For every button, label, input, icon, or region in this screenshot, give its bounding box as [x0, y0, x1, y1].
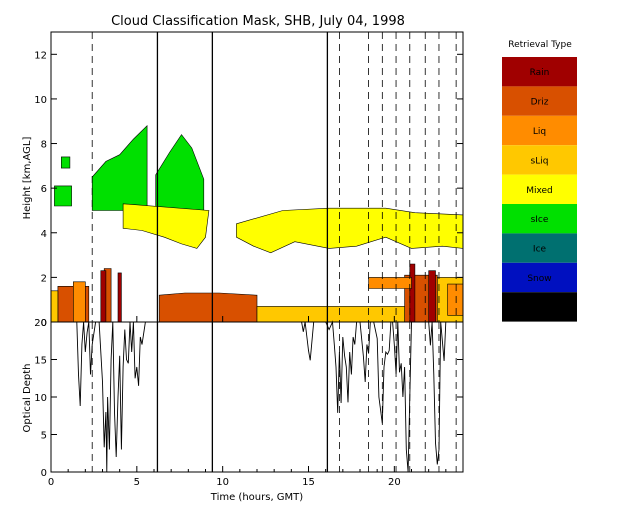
legend-label-rain: Rain	[530, 68, 550, 78]
optical-depth-axis-ticks: 0 5 10 15 20	[34, 318, 463, 479]
height-axis-label: Height [km,AGL]	[22, 137, 33, 220]
optical-depth-axis-label: Optical Depth	[22, 364, 33, 433]
chart-title: Cloud Classification Mask, SHB, July 04,…	[111, 14, 405, 29]
class-regions	[50, 124, 464, 323]
od-tick-label-0: 0	[41, 468, 47, 479]
time-axis-label: Time (hours, GMT)	[210, 492, 304, 503]
region-liq-18	[368, 277, 412, 289]
legend-swatch-liq	[502, 115, 577, 146]
height-tick-label-8: 8	[41, 140, 47, 151]
optical-depth-series-line	[51, 320, 463, 473]
height-tick-label-10: 10	[34, 95, 47, 106]
bottom-time-markers	[91, 322, 457, 472]
time-tick-label-10: 10	[216, 477, 229, 488]
optical-depth-panel: 0 5 10 15 20 0 5 10 15 20 Optical Depth Time (ho…	[22, 316, 464, 503]
cloud-mask-panel: 0 2 4 6 8 10 12 Height [km,AGL]	[22, 31, 464, 329]
region-sliq-14	[50, 290, 59, 323]
legend-label-sice: sIce	[531, 215, 549, 225]
legend-swatch-ice	[502, 233, 577, 263]
legend-swatch-rain	[502, 57, 577, 87]
legend-label-ice: Ice	[533, 245, 547, 255]
legend-label-snow: Snow	[527, 274, 551, 284]
legend-swatch-driz	[502, 86, 577, 116]
legend-label-uncrt: Uncrt	[527, 303, 552, 313]
od-tick-label-5: 5	[41, 431, 47, 442]
od-tick-label-15: 15	[34, 356, 47, 367]
time-tick-label-0: 0	[48, 477, 54, 488]
legend-items: Rain Driz Liq sLiq Mixed sIce Ice Snow Uncrt	[502, 57, 577, 322]
region-rain-11	[117, 272, 122, 323]
legend-title: Retrieval Type	[508, 40, 572, 50]
region-mixed-4	[122, 203, 210, 249]
legend-label-driz: Driz	[531, 98, 549, 108]
region-sice-0	[54, 185, 72, 207]
top-time-markers	[91, 32, 457, 322]
region-driz-8	[158, 292, 258, 323]
region-mixed-5	[236, 207, 464, 254]
legend-label-mixed: Mixed	[526, 186, 553, 196]
height-tick-label-4: 4	[41, 229, 47, 240]
region-sice-1	[91, 124, 148, 211]
height-tick-label-2: 2	[41, 273, 47, 284]
legend-swatch-mixed	[502, 174, 577, 204]
legend-label-sliq: sLiq	[531, 156, 549, 166]
region-rain-13	[428, 270, 436, 323]
legend-swatch-sice	[502, 204, 577, 234]
region-sice-3	[60, 156, 71, 169]
time-tick-label-5: 5	[134, 477, 140, 488]
legend-label-liq: Liq	[533, 127, 546, 137]
region-rain-12	[409, 263, 416, 323]
region-liq-17	[73, 281, 86, 323]
od-tick-label-20: 20	[34, 318, 47, 329]
time-axis-ticks: 0 5 10 15 20	[48, 316, 447, 488]
retrieval-type-legend: Retrieval Type Rain Driz Liq sLiq Mixed sIce I…	[502, 40, 577, 322]
legend-swatch-uncrt	[502, 292, 577, 322]
legend-swatch-sliq	[502, 145, 577, 175]
height-tick-label-6: 6	[41, 184, 47, 195]
legend-swatch-snow	[502, 262, 577, 293]
od-tick-label-10: 10	[34, 393, 47, 404]
height-axis-ticks: 0 2 4 6 8 10 12	[34, 50, 463, 329]
height-tick-label-0: 0	[41, 318, 47, 329]
region-liq-19	[447, 283, 464, 316]
height-tick-label-12: 12	[34, 50, 47, 61]
region-rain-10	[100, 270, 107, 323]
time-tick-label-20: 20	[388, 477, 401, 488]
time-tick-label-15: 15	[302, 477, 315, 488]
